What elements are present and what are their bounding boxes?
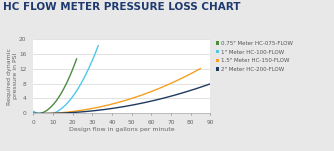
Text: HC FLOW METER PRESSURE LOSS CHART: HC FLOW METER PRESSURE LOSS CHART xyxy=(3,2,241,12)
Y-axis label: Required dynamic
pressure in PSI: Required dynamic pressure in PSI xyxy=(7,48,18,105)
X-axis label: Design flow in gallons per minute: Design flow in gallons per minute xyxy=(69,127,175,132)
Legend: 0.75" Meter HC-075-FLOW, 1" Meter HC-100-FLOW, 1.5" Meter HC-150-FLOW, 2" Meter : 0.75" Meter HC-075-FLOW, 1" Meter HC-100… xyxy=(215,41,293,72)
